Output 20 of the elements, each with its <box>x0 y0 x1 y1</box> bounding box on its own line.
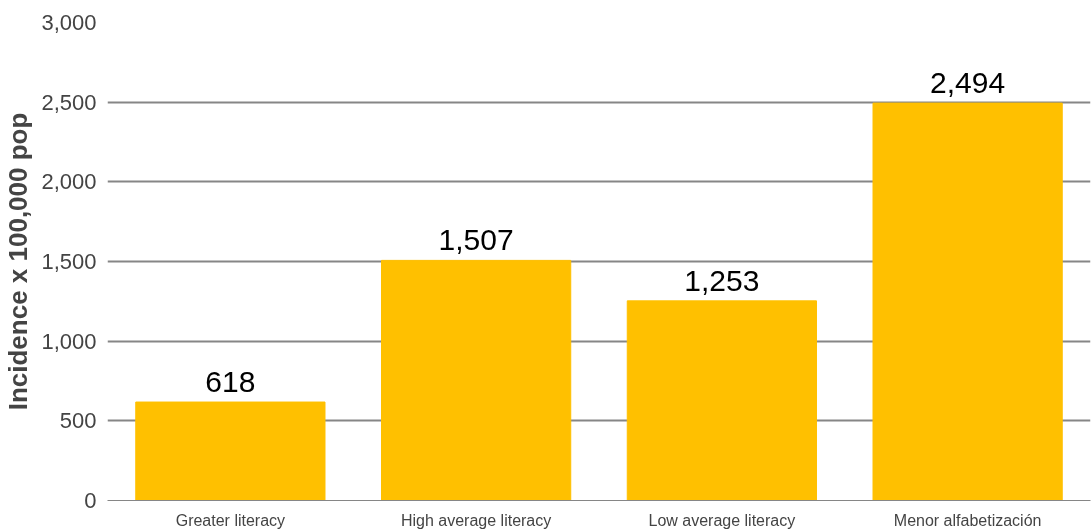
bar <box>626 300 817 501</box>
data-label: 1,253 <box>684 263 760 297</box>
y-tick-label: 2,500 <box>41 89 97 115</box>
x-tick-label: High average literacy <box>400 511 552 529</box>
data-label: 1,507 <box>438 223 514 257</box>
y-tick-label: 2,000 <box>41 169 97 195</box>
bar <box>135 401 326 501</box>
y-axis-title: Incidence x 100,000 pop <box>3 112 34 411</box>
bar <box>872 102 1063 501</box>
y-tick-label: 3,000 <box>41 10 97 35</box>
y-tick-label: 500 <box>59 408 97 434</box>
bar <box>381 259 572 501</box>
data-label: 618 <box>205 365 256 399</box>
x-tick-label: Greater literacy <box>175 511 286 529</box>
y-tick-label: 1,000 <box>41 328 97 354</box>
y-tick-label: 1,500 <box>41 249 97 274</box>
y-tick-label: 0 <box>84 488 97 513</box>
data-label: 2,494 <box>930 66 1006 100</box>
x-tick-label: Menor alfabetización <box>893 511 1042 529</box>
x-tick-label: Low average literacy <box>648 511 796 529</box>
